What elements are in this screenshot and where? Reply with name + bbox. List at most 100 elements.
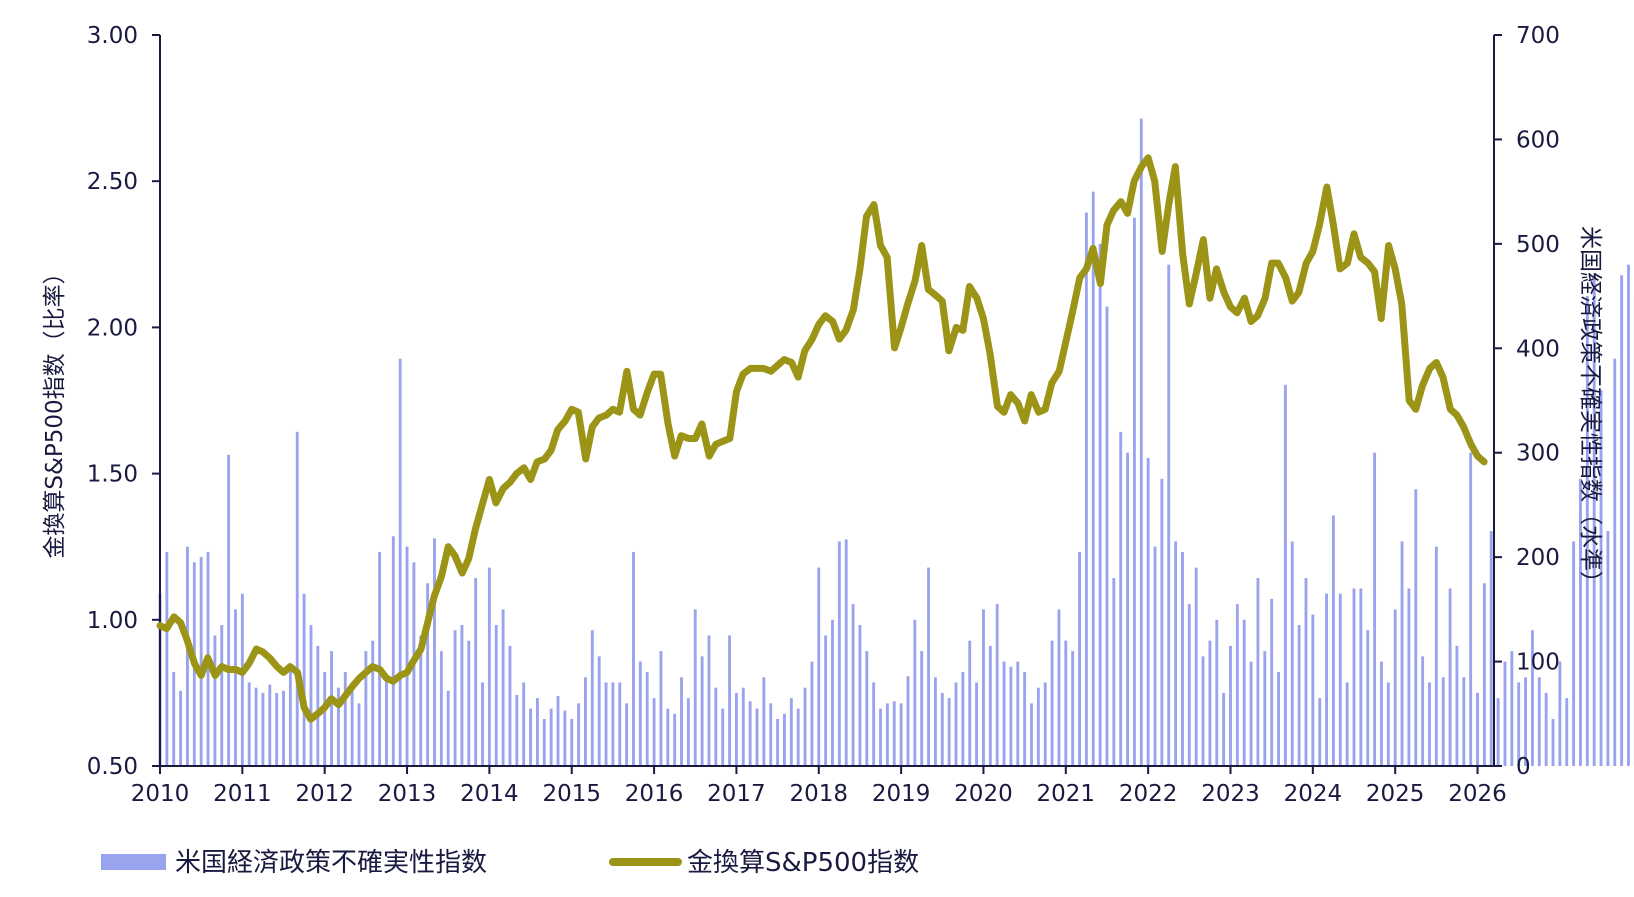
bar [275,692,279,766]
x-tick-label: 2014 [460,781,519,807]
right-axis-title: 米国経済政策不確実性指数（水準） [1577,226,1603,594]
bar [1530,630,1534,766]
bar [824,635,828,766]
bar [783,713,786,766]
bar [700,656,704,766]
bar [1434,546,1438,766]
bar [1558,661,1562,766]
bar [913,619,917,766]
bar [1407,588,1411,766]
bar [837,541,841,766]
bar [611,682,615,766]
bar [556,696,560,766]
bar [734,692,738,766]
x-tick-label: 2015 [542,781,601,807]
bar [199,557,203,766]
bar [295,431,299,766]
bar [776,719,780,766]
bar [1331,515,1335,766]
bar [426,583,430,766]
bar [1235,604,1239,766]
bar [1215,619,1219,766]
bar [741,687,745,766]
line-layer [156,154,1488,723]
bar [1441,677,1445,766]
bar [1551,719,1555,766]
bar [604,682,608,766]
bar [282,690,285,766]
bar [405,546,409,766]
bar [947,698,951,766]
bar [1249,661,1253,766]
bar [165,551,169,766]
right-tick-label: 600 [1516,127,1560,153]
bar [975,682,979,766]
bar [1565,698,1569,766]
bar [1517,682,1521,766]
bar [728,635,731,766]
axes-layer [152,34,1502,774]
bar [515,694,519,766]
bar [1181,551,1184,766]
bar [1400,541,1404,766]
x-tick-label: 2025 [1366,781,1425,807]
bar [879,708,882,766]
x-tick-label: 2017 [707,781,766,807]
bar [865,651,869,766]
bar [810,661,814,766]
bar [316,645,320,766]
bar [1469,452,1473,766]
bar [1414,489,1418,766]
x-tick-label: 2024 [1284,781,1343,807]
bar [1572,541,1576,766]
left-axis-title: 金換算S&P500指数（比率） [42,261,68,558]
bar [288,666,292,766]
bar [1599,390,1603,766]
left-tick-label: 3.00 [87,23,138,49]
bar [638,661,642,766]
bar [1455,645,1459,766]
left-tick-label: 1.00 [87,608,138,634]
bar [1537,677,1541,766]
bar [1132,217,1136,766]
bar [261,692,265,766]
bar [1208,640,1212,766]
bar [220,625,224,766]
right-tick-label: 500 [1516,232,1560,258]
bar [453,630,457,766]
bar [1194,567,1198,766]
right-tick-label: 300 [1516,441,1560,467]
bar [1482,583,1486,766]
bar [487,567,491,766]
bar [1359,588,1363,766]
bar [1126,452,1129,766]
x-tick-label: 2020 [954,781,1013,807]
bar [968,640,972,766]
x-tick-label: 2013 [378,781,437,807]
right-tick-label: 700 [1516,23,1560,49]
bar [350,682,354,766]
bar [1345,682,1349,766]
bar [563,710,567,766]
left-tick-label: 1.50 [87,462,138,488]
left-tick-label: 2.50 [87,169,138,195]
bar [892,701,896,766]
bar [762,677,766,766]
bar [1510,651,1514,766]
bar [1476,692,1479,766]
bar [1043,682,1047,766]
bar [433,538,436,766]
bar [803,687,807,766]
bar [398,358,402,766]
bar [446,690,450,766]
bar [645,672,649,766]
bar [1380,661,1383,766]
bar [844,539,848,766]
bar [1071,651,1075,766]
bar [336,687,340,766]
bar [1386,682,1390,766]
right-tick-label: 0 [1516,754,1531,780]
bar [1606,531,1610,766]
bar [748,701,752,766]
bar [371,640,375,766]
